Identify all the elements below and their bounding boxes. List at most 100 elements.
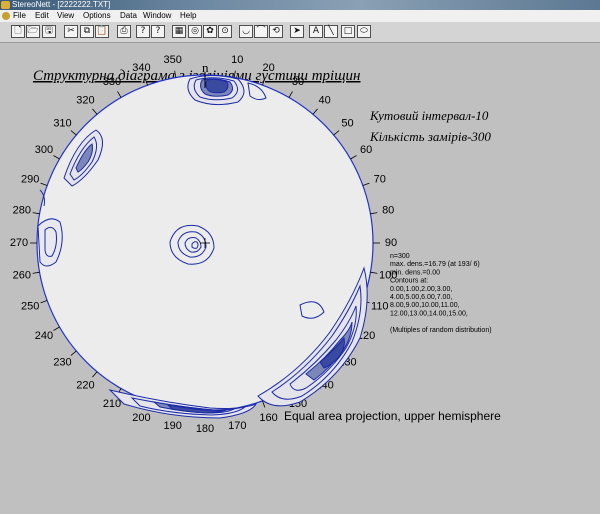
azimuth-tick	[370, 271, 378, 274]
north-label: n	[202, 60, 209, 75]
azimuth-label-260: 260	[13, 269, 31, 281]
azimuth-tick	[288, 388, 293, 395]
text-tool-icon[interactable]: A	[309, 25, 323, 38]
azimuth-label-270: 270	[10, 237, 28, 249]
app-icon	[1, 1, 10, 9]
azimuth-label-40: 40	[318, 95, 330, 107]
stats-line: min. dens.=0.00	[390, 269, 440, 276]
pole-plot-icon[interactable]: ⊙	[218, 25, 232, 38]
projection-label: Equal area projection, upper hemisphere	[284, 409, 501, 423]
contour-plot-icon[interactable]: ◎	[188, 25, 202, 38]
pointer-icon[interactable]: ➤	[290, 25, 304, 38]
azimuth-tick	[174, 70, 177, 78]
azimuth-label-340: 340	[132, 62, 150, 74]
azimuth-label-130: 130	[338, 357, 356, 369]
azimuth-tick	[262, 78, 266, 86]
azimuth-label-210: 210	[103, 398, 121, 410]
azimuth-label-150: 150	[289, 398, 307, 410]
azimuth-tick	[53, 326, 60, 331]
azimuth-tick	[117, 91, 122, 98]
azimuth-label-120: 120	[357, 330, 375, 342]
azimuth-label-280: 280	[13, 205, 31, 217]
menu-data[interactable]: Data	[120, 11, 137, 20]
azimuth-label-110: 110	[371, 301, 389, 313]
copy-icon[interactable]: ⧉	[80, 25, 94, 38]
azimuth-tick	[288, 91, 293, 98]
diagram-title: Структурна діаграма з ізолініями густини…	[33, 68, 361, 84]
azimuth-label-90: 90	[385, 237, 397, 249]
rotate-icon[interactable]: ⟲	[269, 25, 283, 38]
stereonet-circle	[36, 74, 374, 412]
window-title: StereoNett - [2222222.TXT]	[12, 0, 111, 9]
azimuth-tick	[92, 371, 98, 378]
great-circle-icon[interactable]: ◡	[239, 25, 253, 38]
azimuth-label-250: 250	[21, 301, 39, 313]
angular-interval-label: Кутовий інтервал-10	[369, 108, 489, 123]
azimuth-tick	[262, 400, 266, 408]
azimuth-label-180: 180	[196, 423, 214, 435]
azimuth-label-10: 10	[231, 54, 243, 66]
azimuth-tick	[362, 300, 370, 304]
cut-icon[interactable]: ✂	[64, 25, 78, 38]
azimuth-tick	[53, 155, 60, 160]
azimuth-tick	[174, 408, 177, 416]
azimuth-label-140: 140	[315, 380, 333, 392]
azimuth-labels: 10 20 30 40 50 60 70 80 90 100 110 120 130 140 150 160 1…	[10, 54, 398, 435]
arc-icon[interactable]: ⌒	[254, 25, 268, 38]
data-grid-icon[interactable]: ▦	[172, 25, 186, 38]
azimuth-tick	[350, 155, 357, 160]
density-contours	[37, 75, 368, 419]
toolbar: 🗋 🗁 🖫 ✂ ⧉ 📋 ⎙?? ▦ ◎ ✿ ⊙ ◡ ⌒ ⟲ ➤ A ╲ □ ⬭	[0, 22, 600, 43]
azimuth-tick	[117, 388, 122, 395]
menu-options[interactable]: Options	[83, 11, 111, 20]
print-icon[interactable]: ⎙	[117, 25, 131, 38]
azimuth-tick	[92, 108, 98, 115]
azimuth-label-320: 320	[76, 95, 94, 107]
azimuth-tick	[370, 212, 378, 215]
azimuth-tick	[144, 78, 148, 86]
azimuth-label-240: 240	[35, 330, 53, 342]
azimuth-label-70: 70	[374, 173, 386, 185]
menu-edit[interactable]: Edit	[35, 11, 49, 20]
azimuth-label-200: 200	[132, 412, 150, 424]
paste-icon[interactable]: 📋	[95, 25, 109, 38]
azimuth-label-170: 170	[228, 420, 246, 432]
stats-line: (Multiples of random distribution)	[390, 327, 492, 334]
azimuth-tick	[70, 350, 77, 356]
azimuth-tick	[32, 212, 40, 215]
open-folder-icon[interactable]: 🗁	[26, 25, 40, 38]
save-icon[interactable]: 🖫	[42, 25, 56, 38]
help-icon[interactable]: ?	[136, 25, 150, 38]
menu-view[interactable]: View	[57, 11, 75, 20]
diagram-canvas: Структурна діаграма з ізолініями густини…	[10, 54, 501, 435]
menu-window[interactable]: Window	[143, 11, 172, 20]
ellipse-tool-icon[interactable]: ⬭	[357, 25, 371, 38]
stats-line: 12.00,13.00,14.00,15.00,	[390, 310, 468, 317]
context-help-icon[interactable]: ?	[151, 25, 165, 38]
stats-line: max. dens.=16.79 (at 193/ 6)	[390, 261, 480, 268]
azimuth-label-220: 220	[76, 380, 94, 392]
azimuth-label-50: 50	[341, 117, 353, 129]
rose-plot-icon[interactable]: ✿	[203, 25, 217, 38]
azimuth-tick	[312, 108, 318, 115]
azimuth-tick	[233, 70, 236, 78]
menu-bar: File Edit View Options Data Window Help	[0, 10, 600, 22]
title-bar: StereoNett - [2222222.TXT]	[0, 0, 600, 10]
stats-line: 8.00,9.00,10.00,11.00,	[390, 302, 460, 309]
azimuth-tick	[333, 130, 340, 136]
azimuth-label-80: 80	[382, 205, 394, 217]
azimuth-tick	[333, 350, 340, 356]
azimuth-tick	[32, 271, 40, 274]
menu-file[interactable]: File	[13, 11, 26, 20]
azimuth-label-20: 20	[262, 62, 274, 74]
azimuth-label-100: 100	[379, 269, 397, 281]
azimuth-label-30: 30	[292, 76, 304, 88]
document-menu-icon[interactable]	[2, 12, 10, 20]
rectangle-tool-icon[interactable]: □	[341, 25, 355, 38]
stats-line: Contours at:	[390, 278, 428, 285]
line-tool-icon[interactable]: ╲	[324, 25, 338, 38]
menu-help[interactable]: Help	[180, 11, 197, 20]
new-file-icon[interactable]: 🗋	[11, 25, 25, 38]
azimuth-label-230: 230	[53, 357, 71, 369]
